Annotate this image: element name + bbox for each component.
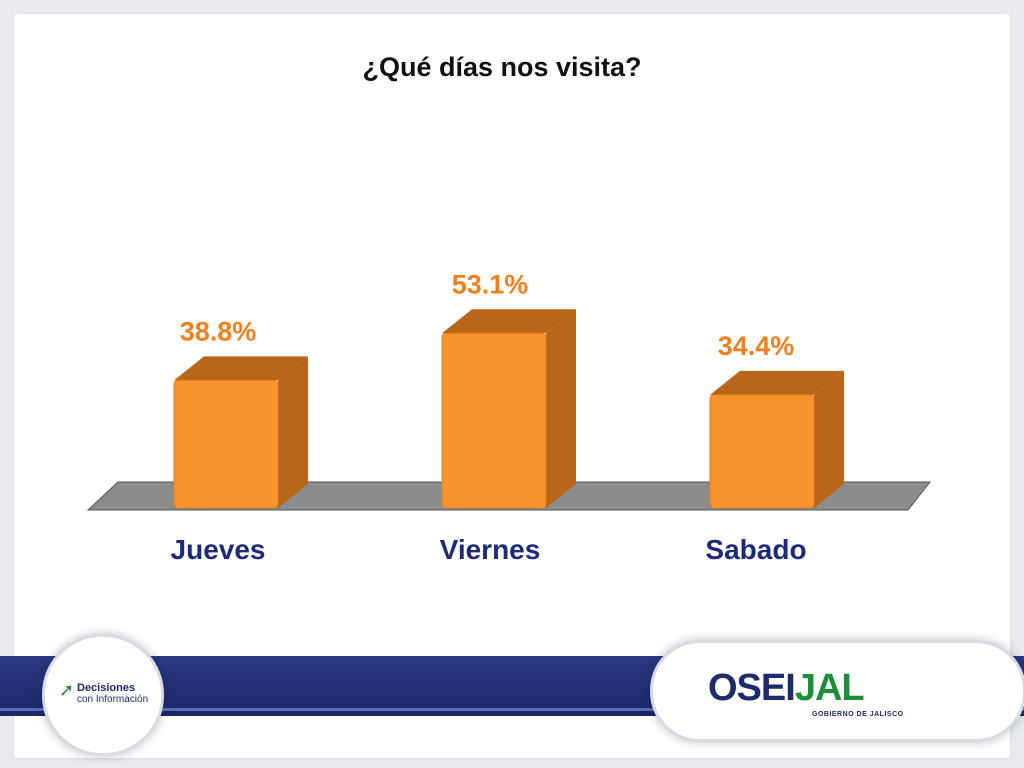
oseijal-logo-subtitle: GOBIERNO DE JALISCO [812,711,904,718]
bar-sabado [709,394,815,509]
bar-chart: 38.8% Jueves 53.1% Viernes 34.4% Sabado [86,269,932,565]
oseijal-logo: OSEIJAL GOBIERNO DE JALISCO [708,667,903,718]
bar-top-sabado [710,370,844,395]
bar-side-viernes [546,309,576,508]
category-label-jueves: Jueves [171,534,266,565]
bar-top-jueves [174,356,308,381]
value-label-sabado: 34.4% [718,331,795,361]
decisiones-logo: ➚ Decisiones con Información [59,681,153,705]
category-label-sabado: Sabado [705,534,806,565]
chart-title: ¿Qué días nos visita? [362,52,642,82]
oseijal-logo-badge: OSEIJAL GOBIERNO DE JALISCO [650,640,1024,742]
labels-group: 38.8% Jueves 53.1% Viernes 34.4% Sabado [171,269,807,565]
bars-group [173,309,844,509]
arrow-logo-icon: ➚ [59,680,75,700]
decisiones-logo-line1: Decisiones [77,682,136,694]
bar-side-jueves [278,356,308,508]
decisiones-logo-line2: con Información [77,694,149,705]
bar-top-viernes [442,309,576,334]
bar-jueves [173,379,279,509]
bar-side-sabado [814,370,844,508]
bar-viernes [441,332,547,509]
value-label-viernes: 53.1% [452,269,529,299]
oseijal-logo-part1: OSEI [708,667,796,709]
oseijal-logo-part2: JAL [794,667,865,709]
decisiones-logo-badge: ➚ Decisiones con Información [42,634,164,756]
category-label-viernes: Viernes [440,534,541,565]
value-label-jueves: 38.8% [180,316,257,346]
